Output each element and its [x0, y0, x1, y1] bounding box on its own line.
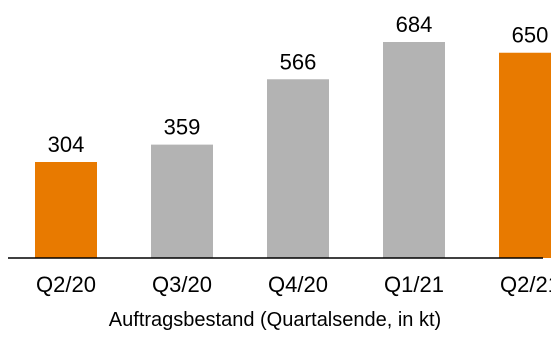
x-tick-label-q4-20: Q4/20 [268, 272, 328, 297]
bar-q2-21 [499, 52, 551, 258]
bar-q2-20 [35, 162, 97, 258]
x-tick-labels-group: Q2/20 Q3/20 Q4/20 Q1/21 Q2/21 [36, 272, 551, 297]
x-axis-title: Auftragsbestand (Quartalsende, in kt) [109, 309, 441, 331]
bar-q3-20 [151, 144, 213, 258]
data-label-q4-20: 566 [280, 49, 317, 74]
data-label-q2-20: 304 [48, 132, 85, 157]
x-tick-label-q3-20: Q3/20 [152, 272, 212, 297]
data-label-q3-20: 359 [164, 115, 201, 140]
x-tick-label-q2-21: Q2/21 [500, 272, 551, 297]
x-tick-label-q2-20: Q2/20 [36, 272, 96, 297]
bar-q4-20 [267, 79, 329, 259]
x-tick-label-q1-21: Q1/21 [384, 272, 444, 297]
value-labels-group: 304 359 566 684 650 [48, 12, 549, 157]
bars-group [35, 42, 551, 259]
data-label-q1-21: 684 [396, 12, 433, 37]
bar-q1-21 [383, 42, 445, 258]
data-label-q2-21: 650 [512, 23, 549, 48]
